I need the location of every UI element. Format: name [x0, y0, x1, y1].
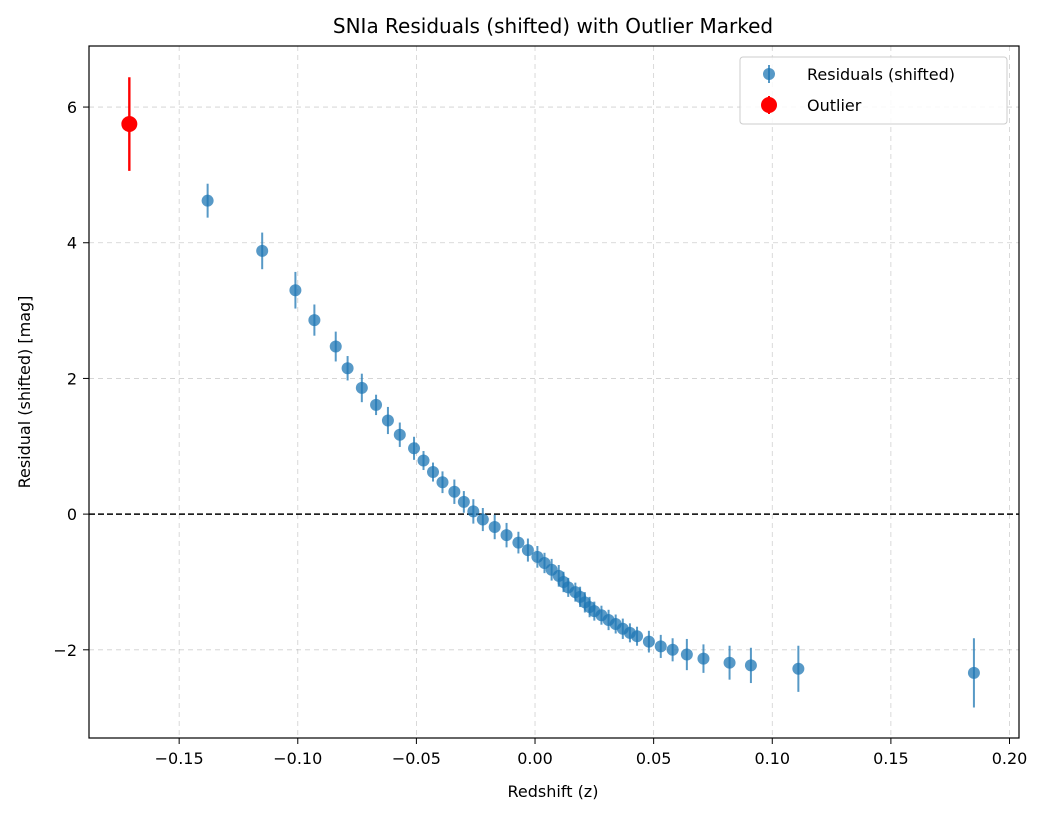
- y-tick-label: 0: [67, 505, 77, 524]
- y-tick-label: 4: [67, 234, 77, 253]
- residual-point: [436, 476, 449, 489]
- residual-point: [289, 284, 302, 297]
- y-tick-label: 2: [67, 369, 77, 388]
- x-tick-label: 0.15: [873, 749, 909, 768]
- residual-point: [512, 536, 525, 549]
- x-axis-label: Redshift (z): [508, 782, 599, 801]
- residual-point: [381, 414, 394, 427]
- legend-box: [739, 56, 1008, 125]
- legend-outlier-label: Outlier: [807, 96, 862, 115]
- residual-point: [697, 652, 710, 665]
- residual-point: [476, 513, 489, 526]
- outlier-point: [121, 116, 138, 133]
- legend-residual-marker: [763, 68, 775, 80]
- residual-point: [448, 485, 461, 498]
- residual-point: [457, 495, 470, 508]
- x-tick-label: 0.00: [517, 749, 553, 768]
- legend-residual-label: Residuals (shifted): [807, 65, 955, 84]
- y-tick-label: 6: [67, 98, 77, 117]
- residual-point: [500, 529, 513, 542]
- residual-point: [355, 381, 368, 394]
- residual-point: [417, 454, 430, 467]
- residual-point: [642, 635, 655, 648]
- residual-point: [967, 666, 980, 679]
- x-tick-label: −0.05: [392, 749, 441, 768]
- residual-point: [408, 442, 421, 455]
- residual-point: [256, 244, 269, 257]
- x-tick-label: 0.20: [992, 749, 1028, 768]
- data-points: [121, 77, 980, 708]
- x-tick-label: 0.05: [636, 749, 672, 768]
- residual-point: [308, 314, 321, 327]
- residual-point: [201, 194, 214, 207]
- x-tick-label: −0.15: [155, 749, 204, 768]
- chart-title: SNIa Residuals (shifted) with Outlier Ma…: [333, 14, 773, 38]
- x-tick-label: −0.10: [273, 749, 322, 768]
- residual-point: [329, 340, 342, 353]
- residual-point: [393, 428, 406, 441]
- plot-frame: [88, 45, 1020, 739]
- residual-point: [427, 466, 440, 479]
- residual-point: [341, 362, 354, 375]
- residual-point: [723, 656, 736, 669]
- residual-point: [666, 643, 679, 656]
- residual-point: [370, 398, 383, 411]
- residual-point: [521, 544, 534, 557]
- axis-ticks: −0.15 −0.10 −0.05 0.00 0.05 0.10 0.15 0.20 −2 0 2 4…: [53, 98, 1027, 768]
- residual-point: [680, 648, 693, 661]
- x-tick-label: 0.10: [754, 749, 790, 768]
- residual-point: [467, 505, 480, 518]
- grid-lines: [89, 46, 1019, 738]
- residual-point: [792, 662, 805, 675]
- residual-point: [488, 521, 501, 534]
- y-tick-label: −2: [53, 641, 77, 660]
- residual-point: [631, 630, 644, 643]
- residual-point: [744, 659, 757, 672]
- residual-point: [654, 640, 667, 653]
- legend: Residuals (shifted) Outlier: [739, 56, 1008, 125]
- legend-outlier-marker: [761, 97, 777, 113]
- y-axis-label: Residual (shifted) [mag]: [15, 296, 34, 489]
